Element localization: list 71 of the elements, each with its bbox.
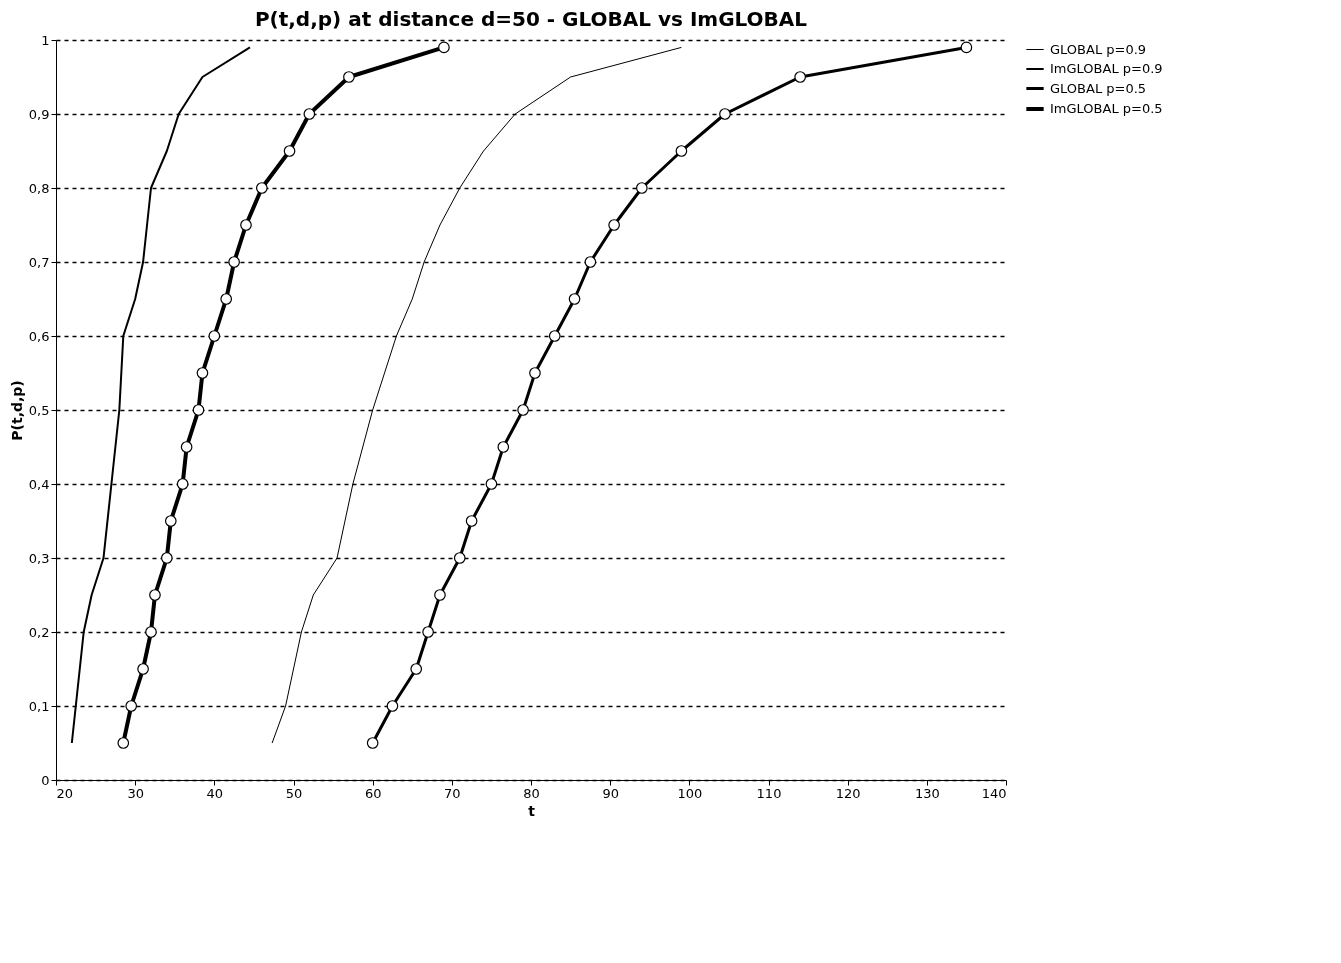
y-tick-label: 0 (41, 772, 50, 788)
point (517, 404, 529, 416)
point (125, 700, 138, 712)
y-tick-label: 0,6 (28, 328, 50, 344)
x-tick-label: 140 (981, 785, 1007, 801)
point (465, 515, 478, 527)
point (584, 256, 597, 268)
x-tick-label: 20 (56, 785, 74, 801)
point (117, 737, 130, 749)
point (422, 626, 434, 638)
x-tick-label: 70 (444, 785, 461, 801)
chart-title: P(t,d,p) at distance d=50 - GLOBAL vs ImGLOBAL (254, 7, 808, 31)
x-tick-label: 90 (602, 785, 619, 801)
point (180, 441, 193, 453)
point (608, 219, 620, 231)
y-tick-label: 0,1 (28, 698, 50, 714)
point (137, 663, 149, 675)
point (366, 737, 379, 749)
point (386, 700, 399, 712)
point (255, 182, 268, 194)
point (960, 41, 973, 54)
x-tick-label: 100 (677, 785, 703, 801)
point (149, 589, 161, 601)
x-tick-label: 110 (756, 785, 782, 801)
point (453, 552, 466, 564)
x-axis-title: t (528, 802, 536, 819)
y-tick-label: 0,7 (28, 254, 50, 270)
legend-label: GLOBAL p=0.9 (1050, 41, 1147, 57)
x-tick-label: 120 (835, 785, 861, 801)
point (303, 108, 316, 120)
point (160, 552, 173, 564)
point (635, 182, 648, 194)
point (145, 626, 157, 638)
point (196, 367, 209, 379)
x-tick-label: 130 (914, 785, 940, 801)
legend-label: ImGLOBAL p=0.5 (1050, 101, 1163, 116)
y-tick-label: 0,3 (28, 550, 50, 566)
point (529, 367, 541, 379)
y-tick-label: 0,8 (28, 180, 50, 196)
y-tick-label: 0,5 (28, 402, 50, 418)
point (675, 145, 688, 157)
point (548, 330, 561, 342)
point (192, 404, 205, 416)
y-tick-label: 0,9 (28, 106, 50, 122)
point (220, 293, 233, 305)
y-axis-title: P(t,d,p) (8, 380, 25, 441)
point (208, 330, 221, 342)
y-tick-label: 0,4 (28, 476, 50, 492)
point (240, 219, 252, 231)
x-tick-label: 60 (364, 785, 382, 801)
x-tick-label: 30 (127, 785, 144, 801)
point (438, 41, 450, 54)
legend-label: ImGLOBAL p=0.9 (1050, 61, 1163, 76)
point (343, 71, 355, 83)
point (794, 71, 807, 83)
point (434, 589, 446, 601)
point (497, 441, 510, 453)
x-tick-label: 50 (285, 785, 303, 801)
point (568, 293, 581, 305)
y-tick-label: 1 (41, 32, 50, 48)
point (164, 515, 177, 527)
legend-label: GLOBAL p=0.5 (1050, 80, 1147, 96)
point (228, 256, 240, 268)
x-tick-label: 80 (523, 785, 540, 801)
point (485, 478, 498, 490)
point (176, 478, 189, 490)
y-tick-label: 0,2 (28, 624, 50, 640)
point (410, 663, 423, 675)
point (719, 108, 731, 120)
x-tick-label: 40 (206, 785, 224, 801)
point (283, 145, 296, 157)
